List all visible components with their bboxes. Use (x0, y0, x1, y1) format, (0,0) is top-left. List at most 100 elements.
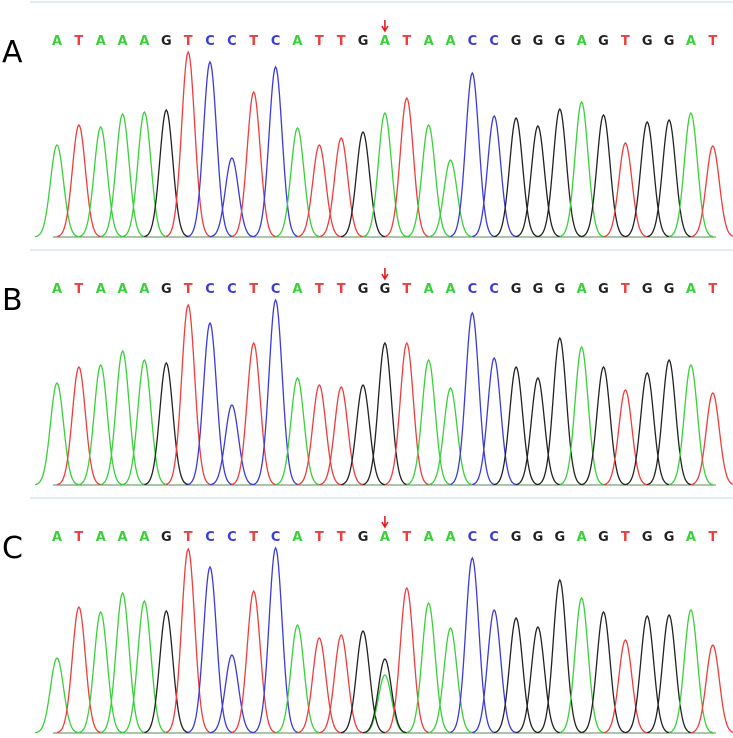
base-call: G (161, 530, 172, 545)
base-call: C (205, 282, 215, 297)
base-call: A (577, 34, 587, 49)
peak (406, 123, 451, 238)
peak (515, 625, 561, 734)
peak (537, 107, 582, 238)
base-call: A (52, 530, 62, 545)
peak (384, 586, 429, 734)
base-call: T (74, 530, 83, 545)
peak (319, 633, 364, 734)
base-call: G (358, 282, 369, 297)
base-call: C (271, 282, 281, 297)
peak (209, 157, 254, 238)
peak (297, 144, 342, 238)
base-call: C (271, 530, 281, 545)
peak (144, 108, 189, 238)
base-call: A (424, 282, 434, 297)
base-call: T (315, 530, 324, 545)
peak (165, 303, 211, 486)
peak (297, 637, 342, 734)
base-call: G (358, 530, 369, 545)
base-call: A (52, 34, 62, 49)
peak (100, 112, 145, 238)
base-call: C (227, 530, 237, 545)
base-call: T (621, 282, 630, 297)
peak (122, 599, 167, 734)
peak (559, 100, 604, 238)
base-call: A (292, 530, 302, 545)
mutation-arrow (381, 268, 389, 281)
peak (297, 383, 342, 486)
peak (78, 610, 123, 734)
peak (668, 111, 714, 238)
peak (384, 96, 429, 238)
base-call: G (664, 282, 675, 297)
base-call: G (511, 530, 522, 545)
mutation-arrow (381, 20, 389, 33)
peak (362, 674, 407, 734)
peak (472, 356, 517, 486)
base-call: C (489, 530, 499, 545)
peak (78, 363, 123, 486)
base-call: G (161, 34, 172, 49)
peak (340, 130, 386, 238)
peak (340, 383, 386, 486)
peak (559, 345, 604, 486)
base-call: T (184, 530, 193, 545)
base-call: G (358, 34, 369, 49)
base-call: C (227, 282, 237, 297)
base-call: C (227, 34, 237, 49)
peak (406, 358, 451, 486)
peak (581, 610, 626, 734)
peak (319, 136, 364, 238)
peak (187, 321, 233, 486)
base-call: A (577, 530, 587, 545)
panel-label: B (2, 283, 23, 318)
peak (100, 349, 145, 486)
base-call: A (380, 530, 390, 545)
peak (603, 639, 648, 734)
base-call: A (686, 530, 696, 545)
peak (56, 365, 102, 486)
base-call: A (686, 282, 696, 297)
peak (690, 145, 733, 238)
base-call: A (139, 530, 149, 545)
base-call: T (621, 34, 630, 49)
peak (625, 120, 670, 238)
peak (690, 644, 733, 734)
peak (231, 341, 276, 486)
base-call: A (292, 282, 302, 297)
base-call: A (118, 530, 128, 545)
peak (253, 65, 298, 238)
peak (34, 657, 80, 734)
base-call: T (249, 34, 258, 49)
peak (450, 71, 495, 238)
base-call: A (445, 34, 455, 49)
base-call: A (96, 530, 106, 545)
peak (340, 629, 386, 734)
base-call: C (205, 530, 215, 545)
base-call: T (402, 530, 411, 545)
peak (646, 118, 692, 238)
peak (493, 616, 539, 734)
peak (362, 341, 408, 486)
peak (253, 546, 298, 734)
base-call: T (184, 34, 193, 49)
base-call: C (205, 34, 215, 49)
peak (319, 385, 364, 486)
base-call: G (598, 530, 609, 545)
base-call: T (402, 34, 411, 49)
base-call: T (337, 282, 346, 297)
panel-label: A (2, 35, 23, 70)
base-call: A (292, 34, 302, 49)
base-call: G (642, 34, 653, 49)
secondary-peak (362, 658, 408, 734)
peak (537, 336, 582, 486)
peak (100, 591, 145, 734)
base-call: T (315, 282, 324, 297)
base-call: C (468, 530, 478, 545)
peak (493, 365, 539, 486)
base-call: G (511, 282, 522, 297)
peak (472, 114, 517, 238)
base-call: G (533, 34, 544, 49)
